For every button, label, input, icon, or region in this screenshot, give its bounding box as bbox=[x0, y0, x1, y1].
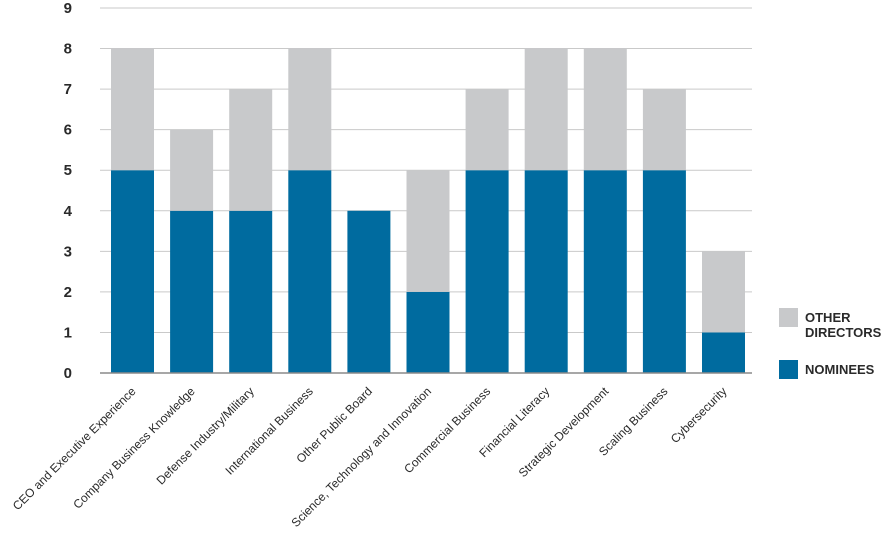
bar-nominees-4 bbox=[347, 210, 391, 373]
legend-label-other-directors: OTHER DIRECTORS bbox=[805, 310, 882, 340]
bar-other-directors-8 bbox=[583, 48, 627, 171]
bar-nominees-10 bbox=[702, 332, 745, 373]
bar-other-directors-2 bbox=[229, 89, 273, 211]
legend-item-other-directors: OTHER DIRECTORS bbox=[779, 308, 884, 340]
x-tick-label-10: Cybersecurity bbox=[668, 384, 730, 446]
legend: OTHER DIRECTORS NOMINEES bbox=[779, 308, 884, 399]
bars bbox=[111, 48, 745, 373]
bar-other-directors-0 bbox=[111, 48, 154, 171]
legend-swatch-other-directors bbox=[779, 308, 798, 327]
legend-item-nominees: NOMINEES bbox=[779, 360, 884, 379]
bar-nominees-3 bbox=[288, 170, 332, 373]
bar-other-directors-3 bbox=[288, 48, 332, 171]
y-tick-label-3: 3 bbox=[64, 243, 72, 260]
bar-nominees-2 bbox=[229, 210, 273, 373]
bar-other-directors-7 bbox=[524, 48, 568, 171]
bar-nominees-6 bbox=[465, 170, 509, 373]
y-tick-label-0: 0 bbox=[64, 365, 72, 382]
y-tick-label-6: 6 bbox=[64, 122, 72, 139]
x-tick-label-2: Defense Industry/Military bbox=[154, 384, 257, 487]
x-tick-label-0: CEO and Executive Experience bbox=[10, 384, 139, 513]
bar-other-directors-5 bbox=[406, 170, 450, 292]
y-tick-label-9: 9 bbox=[64, 0, 72, 17]
bar-nominees-1 bbox=[170, 210, 214, 373]
y-axis-ticks: 0 1 2 3 4 5 6 7 8 9 bbox=[64, 0, 73, 382]
legend-label-nominees: NOMINEES bbox=[805, 362, 875, 377]
bar-nominees-8 bbox=[583, 170, 627, 373]
y-tick-label-7: 7 bbox=[64, 81, 72, 98]
bar-nominees-9 bbox=[642, 170, 686, 373]
bar-other-directors-9 bbox=[642, 89, 686, 171]
bar-nominees-7 bbox=[524, 170, 568, 373]
y-tick-label-2: 2 bbox=[64, 284, 72, 301]
bar-nominees-5 bbox=[406, 291, 450, 373]
y-tick-label-1: 1 bbox=[64, 324, 72, 341]
bar-other-directors-10 bbox=[702, 251, 745, 333]
y-tick-label-4: 4 bbox=[64, 203, 73, 220]
x-tick-label-1: Company Business Knowledge bbox=[70, 384, 198, 512]
y-tick-label-5: 5 bbox=[64, 162, 72, 179]
bar-other-directors-6 bbox=[465, 89, 509, 171]
bar-other-directors-1 bbox=[170, 129, 214, 211]
bar-nominees-0 bbox=[111, 170, 154, 373]
legend-swatch-nominees bbox=[779, 360, 798, 379]
y-tick-label-8: 8 bbox=[64, 41, 72, 58]
